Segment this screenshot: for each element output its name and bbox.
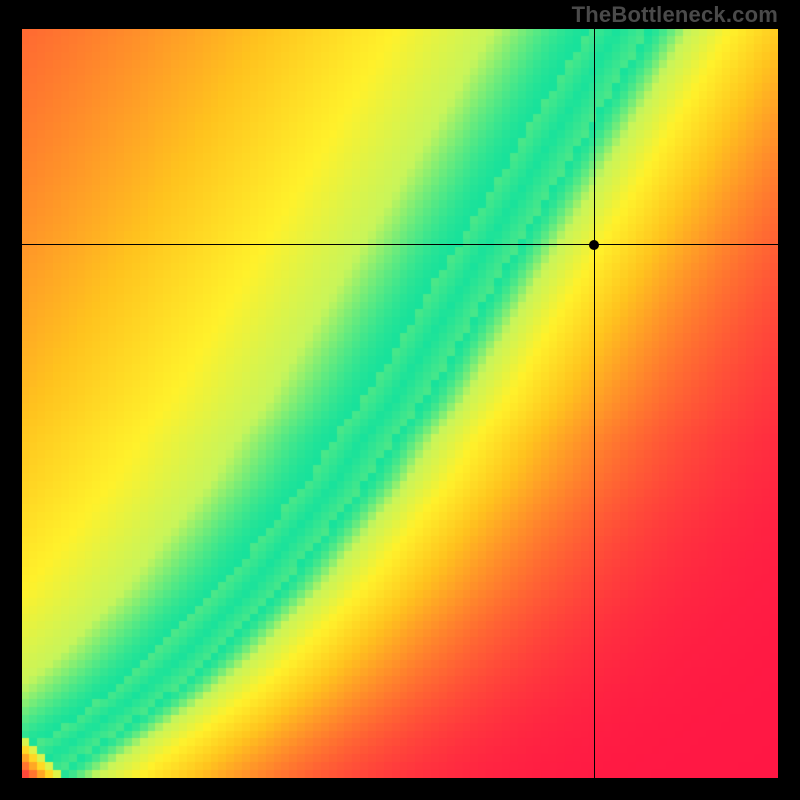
heatmap-canvas bbox=[22, 29, 778, 778]
crosshair-horizontal bbox=[22, 244, 778, 246]
attribution-text: TheBottleneck.com bbox=[572, 2, 778, 28]
bottleneck-heatmap bbox=[22, 29, 778, 778]
selection-marker bbox=[589, 240, 599, 250]
crosshair-vertical bbox=[594, 29, 596, 778]
